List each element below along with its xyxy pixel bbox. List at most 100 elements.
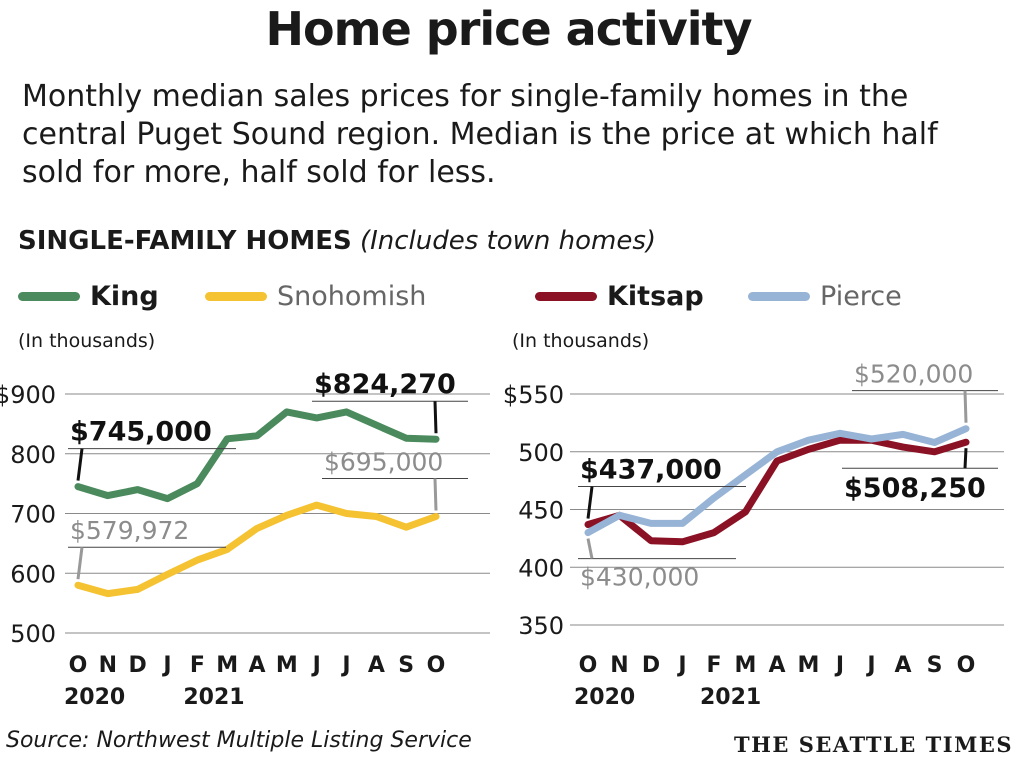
- legend-swatch-pierce: [748, 291, 810, 301]
- right-x-tick-label: J: [865, 653, 875, 678]
- legend-label-snohomish: Snohomish: [277, 280, 427, 312]
- data-point-king: [403, 435, 409, 441]
- data-point-pierce: [869, 436, 874, 442]
- data-point-pierce: [680, 520, 685, 526]
- data-point-pierce: [837, 430, 843, 436]
- data-point-king: [433, 436, 439, 442]
- right-year-label: 2021: [700, 685, 761, 710]
- left-y-tick-label: 600: [10, 560, 56, 588]
- callout-pointer: [963, 448, 968, 469]
- data-point-snohomish: [344, 511, 349, 516]
- data-point-king: [284, 409, 290, 415]
- left-x-tick-label: A: [248, 653, 265, 678]
- data-point-snohomish: [314, 502, 320, 508]
- data-point-pierce: [900, 431, 906, 437]
- legend-label-kitsap: Kitsap: [607, 280, 704, 312]
- callout-kitsap-first: $437,000: [578, 455, 746, 519]
- data-point-king: [344, 409, 349, 415]
- data-point-snohomish: [433, 513, 439, 519]
- data-point-snohomish: [373, 513, 379, 519]
- callout-value: $520,000: [854, 360, 973, 389]
- right-x-tick-label: F: [706, 653, 721, 678]
- data-point-king: [75, 484, 81, 490]
- data-point-kitsap: [932, 449, 937, 455]
- data-point-kitsap: [900, 444, 906, 450]
- legend-swatch-king: [18, 291, 80, 301]
- left-y-tick-label: 500: [10, 620, 56, 648]
- callout-snohomish-first: $579,972: [68, 516, 226, 580]
- data-point-pierce: [963, 426, 969, 432]
- data-point-pierce: [585, 530, 591, 536]
- right-y-tick-label: 400: [518, 554, 564, 582]
- data-point-kitsap: [585, 522, 591, 528]
- callout-value: $579,972: [70, 516, 189, 545]
- legend-item-kitsap: Kitsap: [535, 278, 704, 314]
- right-x-tick-label: O: [957, 653, 976, 678]
- legend-label-pierce: Pierce: [820, 280, 902, 312]
- left-x-tick-label: M: [276, 653, 298, 678]
- data-point-pierce: [711, 495, 717, 501]
- right-x-tick-label: A: [768, 653, 785, 678]
- legend-swatch-snohomish: [205, 291, 267, 301]
- left-year-label: 2021: [183, 685, 244, 710]
- left-y-tick-label: 700: [10, 501, 56, 529]
- left-x-tick-label: F: [190, 653, 205, 678]
- callout-snohomish-latest: $695,000: [322, 447, 468, 511]
- data-point-pierce: [743, 472, 748, 478]
- data-point-king: [135, 487, 141, 493]
- callout-value: $695,000: [324, 447, 443, 476]
- right-x-tick-label: D: [642, 653, 660, 678]
- page-title: Home price activity: [265, 2, 753, 56]
- legend-swatch-kitsap: [535, 291, 597, 301]
- left-y-tick-label: 800: [10, 441, 56, 469]
- callout-pointer: [76, 448, 84, 481]
- left-x-tick-label: O: [427, 653, 446, 678]
- left-x-tick-label: J: [340, 653, 350, 678]
- left-unit-label: (In thousands): [18, 330, 156, 352]
- data-point-snohomish: [254, 525, 260, 531]
- callout-value: $824,270: [314, 369, 456, 400]
- data-point-kitsap: [963, 439, 969, 445]
- data-point-kitsap: [743, 509, 748, 515]
- data-point-king: [224, 436, 230, 442]
- legend-item-snohomish: Snohomish: [205, 278, 426, 314]
- section-heading-note: (Includes town homes): [359, 226, 657, 256]
- data-point-kitsap: [711, 530, 717, 536]
- data-point-king: [105, 493, 111, 499]
- left-x-tick-label: D: [129, 653, 147, 678]
- right-x-tick-label: J: [676, 653, 686, 678]
- data-point-snohomish: [135, 586, 141, 592]
- legend-label-king: King: [90, 280, 159, 312]
- right-y-tick-label: 500: [518, 439, 564, 467]
- callout-value: $437,000: [580, 455, 722, 486]
- right-y-tick-label: 450: [518, 497, 564, 525]
- left-x-tick-label: M: [216, 653, 238, 678]
- right-year-label: 2020: [574, 685, 635, 710]
- callout-pointer: [433, 401, 438, 434]
- callout-pointer: [963, 390, 968, 423]
- data-point-pierce: [648, 520, 654, 526]
- right-x-tick-label: J: [834, 653, 844, 678]
- callout-pierce-latest: $520,000: [852, 360, 998, 423]
- callout-pointer: [76, 547, 84, 580]
- data-point-pierce: [774, 449, 780, 455]
- legend-item-pierce: Pierce: [748, 278, 902, 314]
- data-point-snohomish: [224, 546, 230, 552]
- callout-king-latest: $824,270: [312, 369, 468, 434]
- left-x-tick-label: A: [368, 653, 385, 678]
- data-point-snohomish: [194, 557, 200, 563]
- data-point-kitsap: [680, 539, 685, 545]
- data-point-kitsap: [774, 458, 780, 464]
- data-point-snohomish: [75, 582, 81, 588]
- data-point-pierce: [932, 440, 937, 446]
- data-point-kitsap: [806, 446, 811, 452]
- data-point-pierce: [806, 437, 811, 443]
- left-x-tick-label: S: [398, 653, 414, 678]
- chart-description: Monthly median sales prices for single-f…: [22, 79, 938, 190]
- source-note: Source: Northwest Multiple Listing Servi…: [6, 728, 472, 753]
- right-x-tick-label: N: [610, 653, 628, 678]
- left-x-tick-label: J: [161, 653, 171, 678]
- data-point-king: [373, 422, 379, 428]
- callout-kitsap-latest: $508,250: [842, 448, 998, 504]
